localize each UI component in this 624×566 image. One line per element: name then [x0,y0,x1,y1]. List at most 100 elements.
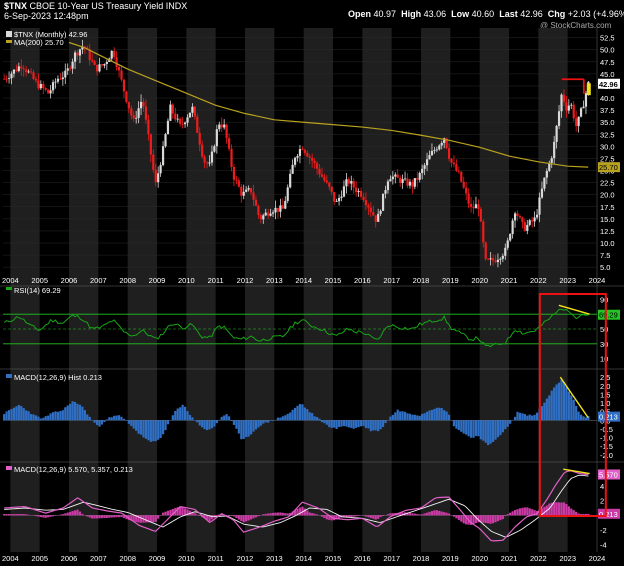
x-tick-label: 2012 [237,276,254,285]
candle-body [113,50,116,58]
macd-panel-hist-bar [418,514,421,516]
macd-hist-bar [144,420,148,439]
macd-hist-bar [438,407,441,421]
candle [565,95,568,118]
candle-body [20,66,23,69]
macd-hist-bar [279,417,282,421]
macd-panel-hist-bar [455,515,458,519]
macd-hist-bar [553,387,556,421]
macd-hist-bar [98,420,101,427]
candle-body [73,52,77,62]
price-y-tick: 45.0 [600,70,615,79]
candle [408,179,412,189]
macd-hist-bar [357,420,360,428]
macd-hist-bar [308,412,311,421]
macd-hist-bar [433,408,436,421]
candle [509,233,512,242]
candle [147,114,150,141]
macd-hist-bar [3,414,6,421]
candle-body [296,155,299,158]
macd-hist-bar [474,420,478,436]
candle-body [281,205,284,209]
price-y-tick: 50.0 [600,46,615,55]
candle-body [452,162,456,165]
macd-panel-hist-bar [582,513,585,516]
candle-body [22,68,25,70]
macd-hist-bar [435,407,438,421]
candle [157,166,160,188]
macd-hist-bar [301,404,304,421]
candle [469,196,473,213]
macd-hist-bar [377,420,380,432]
macd-panel-hist-bar [103,515,106,519]
macd-panel-hist-bar [374,515,377,520]
macd-panel-hist-bar [411,513,414,516]
macd-hist-bar [51,412,55,421]
candle [296,154,299,162]
year-band [479,28,509,552]
candle-body [42,83,45,89]
macd-panel-hist-bar [232,515,236,517]
candle-body [205,162,209,164]
candle [548,160,551,173]
macd-panel-hist-bar [193,513,196,516]
macd-hist-bar [64,407,67,421]
candle-body [269,213,272,216]
macd-hist-bar [298,403,302,421]
macd-hist-bar [587,416,590,421]
macd-hist-bar [139,420,143,435]
candle-body [362,196,365,200]
candle [95,64,99,76]
macd-panel-hist-bar [562,502,566,516]
candle [570,102,573,110]
candle [340,190,343,202]
candle-body [125,91,128,102]
macd-panel-hist-bar [284,513,287,516]
candle [553,135,556,164]
rsi-tag-box [598,309,620,320]
macd-panel-hist-bar [452,515,456,517]
candle [298,145,302,164]
candle [535,209,539,220]
macd-panel-hist-bar [49,515,52,517]
candle-body [135,117,138,119]
candle [482,219,485,248]
macd-panel-hist-bar [108,515,111,518]
candle [455,159,458,172]
candle [164,132,167,148]
macd-hist-bar [440,407,443,421]
macd-panel-hist-bar [78,511,82,516]
macd-hist-bar [203,420,206,430]
candle-body [122,79,126,92]
candle-body [550,158,553,163]
ticker-name: CBOE 10-Year US Treasury Yield INDX [29,1,188,11]
candle [313,158,316,169]
x-tick-label: 2009 [149,276,166,285]
candle-body [528,220,531,225]
legend-swatch-price [6,31,12,37]
macd-hist-bar [267,420,270,423]
candle-body [225,124,228,139]
candle-body [191,106,194,113]
macd-panel-hist-bar [154,515,157,522]
x-tick-label: 2021 [501,276,518,285]
macd-hist-bar [579,414,583,421]
macd-panel-hist-bar [413,513,416,516]
candle [582,100,585,109]
candle [555,124,558,149]
candle-body [367,205,370,208]
candle-body [394,174,397,177]
macd-hist-bar [550,390,553,421]
candle [120,65,123,82]
macd-hist-bar [494,420,497,440]
candle-body [494,260,497,263]
x-tick-label: 2023 [559,554,576,563]
candle [303,148,306,156]
candle [306,150,309,158]
candle-body [318,168,321,175]
candle-body [465,187,468,194]
macd-hist-bar [49,413,52,421]
macd-panel-hist-bar [342,515,346,518]
candle-body [149,134,152,155]
macd-hist-bar [401,411,404,421]
